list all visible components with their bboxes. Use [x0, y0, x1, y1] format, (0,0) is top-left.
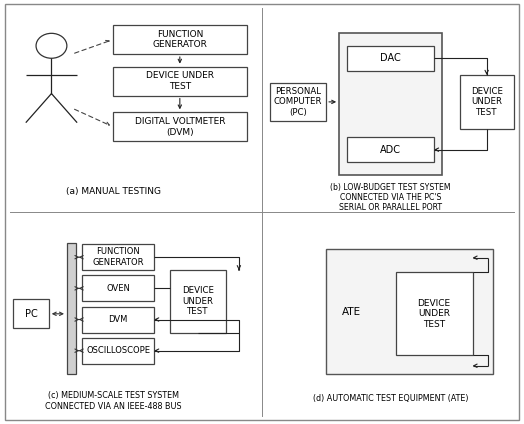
Text: FUNCTION
GENERATOR: FUNCTION GENERATOR — [152, 30, 208, 49]
Text: DEVICE
UNDER
TEST: DEVICE UNDER TEST — [471, 87, 503, 117]
Text: PC: PC — [25, 309, 37, 319]
Text: PERSONAL
COMPUTER
(PC): PERSONAL COMPUTER (PC) — [274, 87, 322, 117]
Text: (a) MANUAL TESTING: (a) MANUAL TESTING — [66, 187, 160, 196]
Bar — [82, 244, 154, 270]
Bar — [113, 25, 247, 54]
Text: DEVICE
UNDER
TEST: DEVICE UNDER TEST — [182, 287, 214, 316]
Bar — [326, 249, 493, 374]
Text: DEVICE UNDER
TEST: DEVICE UNDER TEST — [146, 71, 214, 91]
Bar — [113, 112, 247, 141]
Text: (b) LOW-BUDGET TEST SYSTEM
CONNECTED VIA THE PC'S
SERIAL OR PARALLEL PORT: (b) LOW-BUDGET TEST SYSTEM CONNECTED VIA… — [330, 183, 451, 212]
Text: DIGITAL VOLTMETER
(DVM): DIGITAL VOLTMETER (DVM) — [135, 117, 225, 137]
Bar — [82, 275, 154, 301]
Bar — [113, 67, 247, 96]
Bar — [396, 272, 473, 355]
Bar — [82, 307, 154, 332]
Text: DVM: DVM — [108, 315, 128, 324]
Bar — [347, 46, 434, 71]
Text: DAC: DAC — [380, 53, 401, 63]
Bar — [67, 243, 76, 374]
Text: OVEN: OVEN — [106, 284, 130, 293]
Text: ADC: ADC — [380, 145, 401, 155]
Bar — [170, 270, 226, 332]
Text: FUNCTION
GENERATOR: FUNCTION GENERATOR — [92, 248, 144, 267]
Bar — [82, 338, 154, 364]
Bar — [460, 75, 514, 129]
Bar — [13, 299, 49, 328]
Text: DEVICE
UNDER
TEST: DEVICE UNDER TEST — [418, 299, 451, 329]
Text: ATE: ATE — [342, 307, 362, 317]
Text: (c) MEDIUM-SCALE TEST SYSTEM
CONNECTED VIA AN IEEE-488 BUS: (c) MEDIUM-SCALE TEST SYSTEM CONNECTED V… — [45, 391, 181, 411]
Text: OSCILLOSCOPE: OSCILLOSCOPE — [86, 346, 150, 355]
Bar — [270, 83, 326, 120]
Bar — [339, 33, 442, 175]
Bar — [347, 137, 434, 162]
Text: (d) AUTOMATIC TEST EQUIPMENT (ATE): (d) AUTOMATIC TEST EQUIPMENT (ATE) — [313, 394, 468, 404]
